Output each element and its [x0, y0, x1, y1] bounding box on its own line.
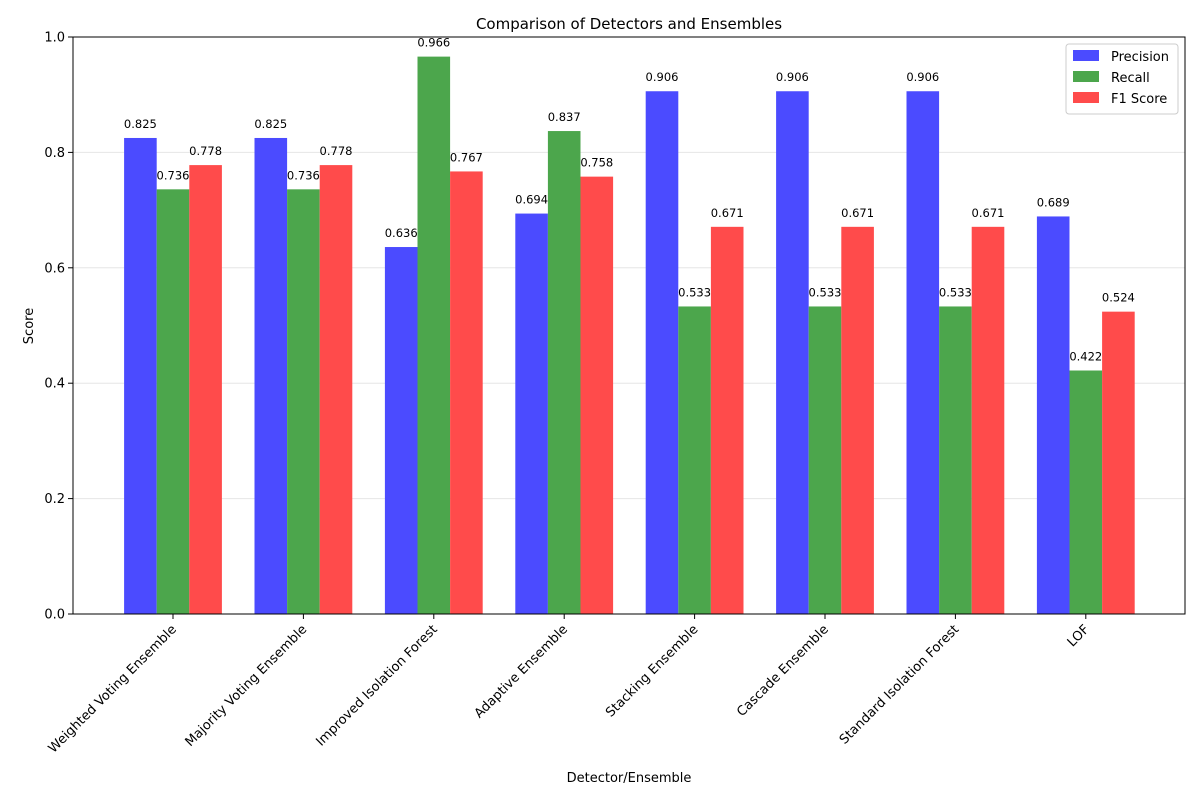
- bar-f1-score: [710, 226, 744, 614]
- data-label: 0.966: [417, 36, 450, 50]
- bar-precision: [645, 91, 679, 615]
- bar-precision: [776, 91, 809, 615]
- bar-recall: [808, 306, 842, 614]
- chart-title: Comparison of Detectors and Ensembles: [476, 15, 782, 33]
- legend-label: F1 Score: [1111, 92, 1167, 107]
- data-label: 0.778: [320, 144, 353, 158]
- data-labels: 0.8250.7360.7780.8250.7360.7780.6360.966…: [124, 36, 1135, 364]
- data-label: 0.524: [1102, 291, 1135, 305]
- data-label: 0.837: [548, 110, 581, 124]
- x-axis-label: Detector/Ensemble: [567, 771, 692, 786]
- bar-recall: [156, 189, 190, 614]
- data-label: 0.671: [711, 206, 744, 220]
- bar-recall: [417, 56, 451, 615]
- bar-recall: [1069, 370, 1103, 614]
- bar-f1-score: [1102, 311, 1135, 614]
- legend-swatch-precision: [1073, 50, 1099, 61]
- y-tick-label: 0.6: [44, 261, 65, 276]
- bar-f1-score: [971, 226, 1005, 614]
- y-axis: 0.0 0.2 0.4 0.6 0.8 1.0: [44, 31, 73, 623]
- bar-recall: [287, 189, 320, 614]
- bar-f1-score: [189, 165, 222, 614]
- plot-area-frame: [72, 36, 1186, 615]
- data-label: 0.778: [189, 144, 222, 158]
- data-label: 0.689: [1037, 195, 1070, 209]
- bar-f1-score: [319, 165, 353, 614]
- bar-precision: [124, 137, 157, 614]
- bar-recall: [547, 131, 581, 614]
- bar-f1-score: [841, 226, 874, 614]
- bar-precision: [384, 247, 418, 614]
- data-label: 0.825: [124, 117, 157, 131]
- legend-label: Precision: [1111, 50, 1169, 65]
- data-label: 0.694: [515, 193, 548, 207]
- y-axis-label: Score: [22, 308, 37, 344]
- legend: Precision Recall F1 Score: [1065, 43, 1179, 115]
- data-label: 0.906: [646, 70, 679, 84]
- y-tick-label: 0.0: [44, 608, 65, 623]
- legend-swatch-f1-score: [1073, 92, 1099, 103]
- data-label: 0.758: [580, 156, 613, 170]
- data-label: 0.422: [1069, 350, 1102, 364]
- y-tick-label: 1.0: [44, 31, 65, 46]
- data-label: 0.906: [906, 70, 939, 84]
- data-label: 0.533: [939, 285, 972, 299]
- bar-precision: [515, 213, 548, 614]
- data-label: 0.906: [776, 70, 809, 84]
- data-label: 0.767: [450, 150, 483, 164]
- bar-precision: [906, 91, 940, 615]
- data-label: 0.533: [678, 285, 711, 299]
- data-label: 0.825: [254, 117, 287, 131]
- bars: [124, 56, 1135, 615]
- bar-f1-score: [450, 171, 483, 615]
- data-label: 0.533: [809, 285, 842, 299]
- data-label: 0.636: [385, 226, 418, 240]
- y-tick-label: 0.4: [44, 377, 65, 392]
- y-tick-label: 0.8: [44, 146, 65, 161]
- bar-precision: [254, 137, 288, 614]
- y-tick-label: 0.2: [44, 492, 65, 507]
- bar-f1-score: [580, 176, 614, 614]
- bar-recall: [939, 306, 972, 614]
- legend-label: Recall: [1111, 71, 1150, 86]
- data-label: 0.736: [287, 168, 320, 182]
- data-label: 0.736: [157, 168, 190, 182]
- data-label: 0.671: [972, 206, 1005, 220]
- legend-swatch-recall: [1073, 71, 1099, 82]
- bar-recall: [678, 306, 711, 614]
- data-label: 0.671: [841, 206, 874, 220]
- bar-precision: [1036, 216, 1070, 614]
